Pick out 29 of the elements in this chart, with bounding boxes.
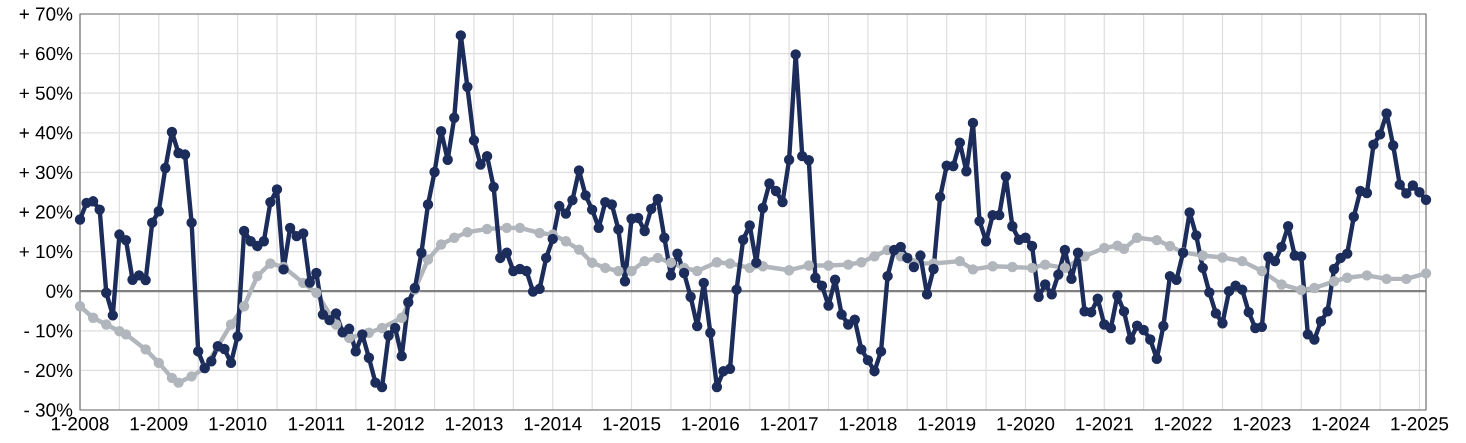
y-tick-label: - 10% <box>24 324 73 338</box>
x-tick-label: 1-2025 <box>1391 417 1449 431</box>
x-tick-label: 1-2015 <box>603 417 661 431</box>
y-tick-label: + 60% <box>19 46 73 61</box>
x-tick-label: 1-2018 <box>839 417 897 431</box>
y-tick-label: - 30% <box>24 403 73 417</box>
x-tick-label: 1-2016 <box>682 417 739 431</box>
y-tick-label: - 20% <box>24 363 73 378</box>
y-tick-label: 0% <box>46 284 73 298</box>
x-tick-label: 1-2024 <box>1312 417 1370 431</box>
x-tick-label: 1-2011 <box>289 417 345 431</box>
x-tick-label: 1-2020 <box>997 417 1055 431</box>
x-tick-label: 1-2008 <box>51 417 109 431</box>
y-tick-label: + 30% <box>19 165 73 180</box>
x-tick-label: 1-2010 <box>209 417 267 431</box>
y-tick-label: + 20% <box>19 205 73 219</box>
y-tick-label: + 10% <box>19 244 73 259</box>
x-tick-label: 1-2012 <box>367 417 424 431</box>
x-tick-label: 1-2009 <box>130 417 188 431</box>
x-tick-label: 1-2019 <box>918 417 976 431</box>
x-tick-label: 1-2017 <box>761 417 818 431</box>
x-tick-label: 1-2023 <box>1233 417 1291 431</box>
x-tick-label: 1-2021 <box>1076 417 1133 431</box>
x-tick-label: 1-2014 <box>524 417 582 431</box>
x-tick-label: 1-2013 <box>445 417 503 431</box>
y-tick-label: + 70% <box>19 7 73 21</box>
y-tick-label: + 50% <box>19 86 73 100</box>
y-tick-label: + 40% <box>19 126 73 140</box>
x-tick-label: 1-2022 <box>1155 417 1212 431</box>
